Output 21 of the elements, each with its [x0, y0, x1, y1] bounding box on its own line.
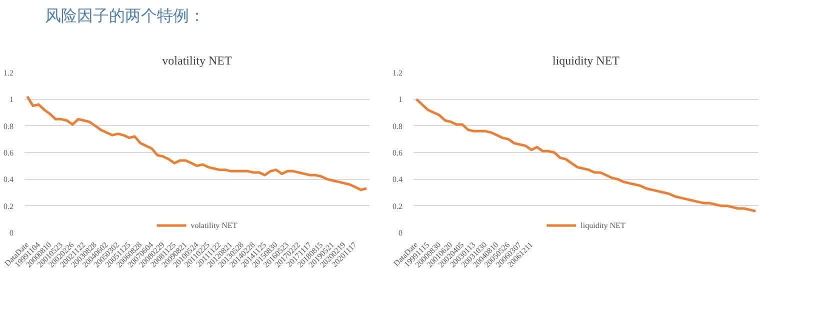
y-tick-label: 1: [398, 95, 402, 104]
y-tick-label: 1.2: [392, 68, 402, 78]
y-tick-label: 0.8: [392, 122, 402, 131]
chart-title: volatility NET: [162, 54, 232, 68]
y-tick-label: 0.4: [4, 175, 14, 184]
chart-title: liquidity NET: [552, 54, 620, 68]
y-tick-label: 0: [398, 228, 402, 238]
legend-label: volatility NET: [190, 220, 238, 230]
y-tick-label: 0.2: [4, 202, 14, 211]
y-tick-label: 0.6: [4, 148, 14, 158]
line-series: [26, 95, 368, 192]
y-tick-label: 0.2: [392, 202, 402, 211]
y-tick-label: 0.8: [4, 122, 14, 131]
text: 风险因子的两个特例：: [45, 5, 205, 27]
y-tick-label: 0.6: [392, 148, 402, 158]
y-tick-label: 0: [10, 228, 14, 238]
line-series: [415, 98, 757, 212]
y-tick-label: 1: [10, 95, 14, 104]
y-tick-label: 0.4: [392, 175, 402, 184]
legend-label: liquidity NET: [580, 220, 626, 230]
y-tick-label: 1.2: [4, 68, 14, 78]
